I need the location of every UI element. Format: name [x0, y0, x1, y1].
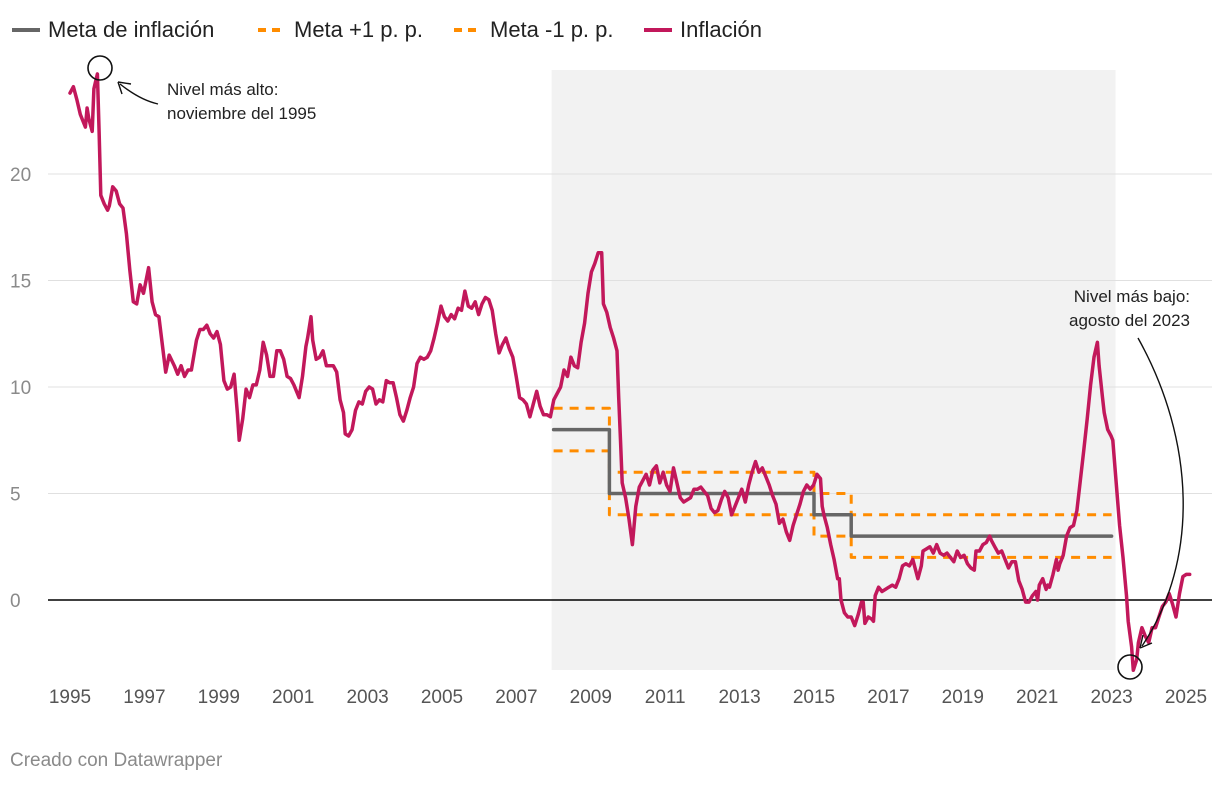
x-tick-label-2017: 2017 — [867, 687, 909, 708]
annotation-high-circle — [87, 55, 113, 81]
x-tick-label-2021: 2021 — [1016, 687, 1058, 708]
y-gridlines — [48, 173, 1212, 601]
y-tick-label-20: 20 — [10, 165, 31, 186]
x-axis-ticks: 1995 1997 1999 2001 2003 2005 2007 2009 2011 2013… — [49, 687, 1207, 708]
y-tick-label-5: 5 — [10, 485, 21, 506]
annotation-high-arrow — [119, 83, 159, 105]
annotation-low-circle — [1117, 654, 1143, 680]
x-tick-label-2009: 2009 — [570, 687, 612, 708]
x-tick-label-1997: 1997 — [123, 687, 165, 708]
y-tick-label-0: 0 — [10, 591, 21, 612]
annotation-high-line-1: noviembre del 1995 — [167, 104, 316, 123]
series-line-meta-de-inflaci-n — [551, 427, 1114, 538]
x-tick-label-2003: 2003 — [346, 687, 388, 708]
x-tick-label-2025: 2025 — [1165, 687, 1207, 708]
footer-credit: Creado con Datawrapper — [10, 750, 223, 771]
x-tick-label-2023: 2023 — [1090, 687, 1132, 708]
shaded-region-layer — [551, 70, 1116, 670]
shaded-region — [551, 70, 1116, 670]
y-axis-ticks: 0 5 10 15 20 — [10, 165, 31, 612]
annotation-low-line-0: Nivel más bajo: — [1074, 287, 1190, 306]
annotation-low-arrow — [1137, 337, 1184, 647]
legend-label-0: Meta de inflación — [48, 17, 214, 42]
annotation-high-arrowhead — [117, 81, 132, 95]
x-tick-label-2019: 2019 — [942, 687, 984, 708]
legend-label-1: Meta +1 p. p. — [294, 17, 423, 42]
legend-label-3: Inflación — [680, 17, 762, 42]
x-tick-label-2007: 2007 — [495, 687, 537, 708]
annotation-high-line-0: Nivel más alto: — [167, 80, 278, 99]
series-line-meta-1-p-p — [553, 406, 1112, 517]
x-tick-label-1999: 1999 — [198, 687, 240, 708]
legend-label-2: Meta -1 p. p. — [490, 17, 614, 42]
y-tick-label-10: 10 — [10, 378, 31, 399]
y-tick-label-15: 15 — [10, 272, 31, 293]
x-tick-label-2005: 2005 — [421, 687, 463, 708]
annotation-low-arrowhead — [1139, 634, 1153, 649]
x-tick-label-2011: 2011 — [645, 687, 686, 708]
x-tick-label-2001: 2001 — [272, 687, 314, 708]
annotation-low-line-1: agosto del 2023 — [1069, 311, 1190, 330]
series-line-inflaci-n — [68, 72, 1192, 673]
x-tick-label-2013: 2013 — [718, 687, 760, 708]
x-tick-label-2015: 2015 — [793, 687, 835, 708]
x-tick-label-1995: 1995 — [49, 687, 91, 708]
annotations: Nivel más alto: noviembre del 1995 Nivel m… — [87, 55, 1190, 680]
series-layer — [68, 72, 1192, 673]
legend: Meta de inflación Meta +1 p. p. Meta -1 p.… — [12, 17, 762, 42]
